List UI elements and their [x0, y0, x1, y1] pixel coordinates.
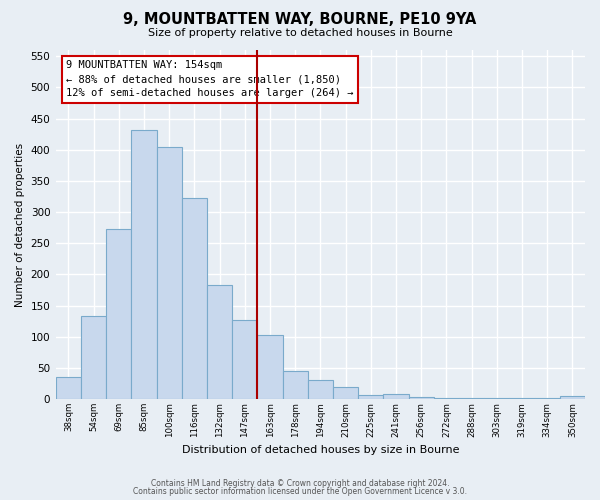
Bar: [207, 285, 232, 399]
Bar: [182, 198, 207, 399]
Bar: [560, 396, 585, 399]
Bar: [358, 394, 383, 399]
Bar: [56, 377, 81, 399]
Bar: [535, 398, 560, 399]
Bar: [409, 397, 434, 399]
Bar: [232, 320, 257, 399]
Bar: [459, 398, 484, 399]
Bar: [434, 398, 459, 399]
Bar: [106, 230, 131, 399]
Text: Contains HM Land Registry data © Crown copyright and database right 2024.: Contains HM Land Registry data © Crown c…: [151, 478, 449, 488]
Y-axis label: Number of detached properties: Number of detached properties: [15, 142, 25, 306]
X-axis label: Distribution of detached houses by size in Bourne: Distribution of detached houses by size …: [182, 445, 459, 455]
Bar: [333, 386, 358, 399]
Bar: [257, 335, 283, 399]
Bar: [157, 146, 182, 399]
Bar: [308, 380, 333, 399]
Bar: [383, 394, 409, 399]
Text: Size of property relative to detached houses in Bourne: Size of property relative to detached ho…: [148, 28, 452, 38]
Bar: [81, 316, 106, 399]
Text: 9, MOUNTBATTEN WAY, BOURNE, PE10 9YA: 9, MOUNTBATTEN WAY, BOURNE, PE10 9YA: [124, 12, 476, 28]
Text: Contains public sector information licensed under the Open Government Licence v : Contains public sector information licen…: [133, 487, 467, 496]
Text: 9 MOUNTBATTEN WAY: 154sqm
← 88% of detached houses are smaller (1,850)
12% of se: 9 MOUNTBATTEN WAY: 154sqm ← 88% of detac…: [67, 60, 354, 98]
Bar: [484, 398, 509, 399]
Bar: [283, 371, 308, 399]
Bar: [131, 130, 157, 399]
Bar: [509, 398, 535, 399]
